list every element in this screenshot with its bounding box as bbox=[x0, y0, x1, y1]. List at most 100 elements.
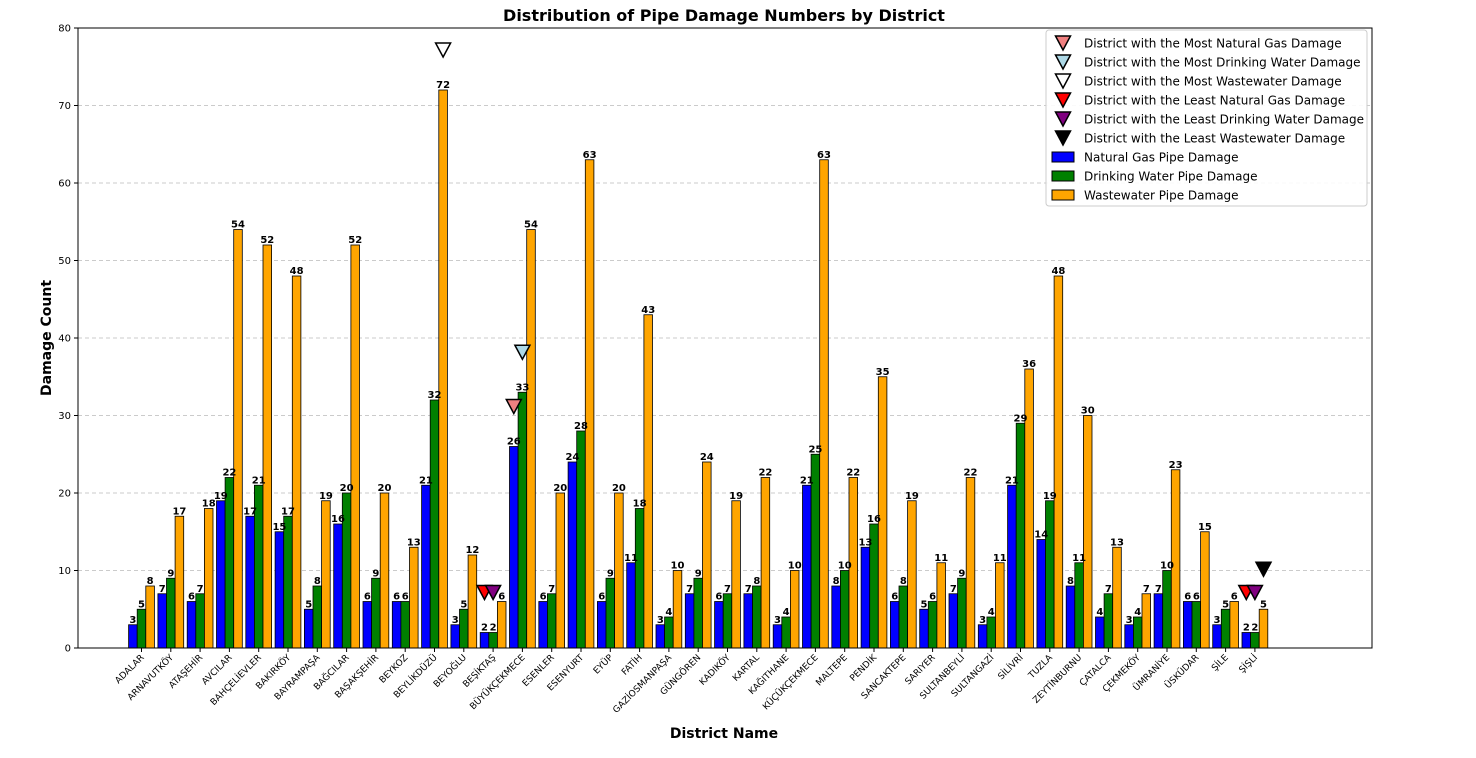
bar bbox=[216, 500, 226, 649]
bar bbox=[517, 391, 528, 649]
data-label: 52 bbox=[260, 235, 274, 246]
bar bbox=[567, 461, 578, 649]
bar bbox=[702, 461, 712, 649]
data-label: 11 bbox=[1072, 553, 1086, 564]
data-label: 9 bbox=[958, 568, 965, 579]
legend: District with the Most Natural Gas Damag… bbox=[1045, 29, 1368, 207]
data-label: 6 bbox=[891, 592, 898, 603]
data-label: 22 bbox=[846, 468, 860, 479]
data-label: 21 bbox=[252, 475, 266, 486]
data-label: 33 bbox=[515, 382, 529, 393]
bar bbox=[927, 601, 938, 649]
bar bbox=[714, 601, 724, 649]
bar bbox=[555, 492, 566, 649]
x-axis-ticks: ADALARARNAVUTKÖYATAŞEHİRAVCILARBAHÇELİEV… bbox=[114, 648, 1260, 716]
data-label: 8 bbox=[900, 576, 907, 587]
legend-entry: Wastewater Pipe Damage bbox=[1084, 189, 1239, 203]
marker-triangle bbox=[484, 584, 502, 602]
data-label: 3 bbox=[452, 615, 459, 626]
legend-entry: District with the Least Natural Gas Dama… bbox=[1084, 94, 1345, 108]
data-label: 3 bbox=[1126, 615, 1133, 626]
legend-marker bbox=[1054, 54, 1072, 71]
bar bbox=[547, 593, 557, 649]
data-label: 63 bbox=[817, 150, 831, 161]
bar bbox=[224, 477, 235, 649]
data-label: 25 bbox=[808, 444, 822, 455]
y-tick-label: 10 bbox=[58, 566, 71, 577]
data-label: 7 bbox=[1105, 584, 1112, 595]
data-label: 16 bbox=[331, 514, 345, 525]
data-label: 23 bbox=[1169, 460, 1183, 471]
bar bbox=[743, 593, 753, 649]
bar bbox=[831, 585, 841, 649]
bar bbox=[1083, 415, 1093, 649]
bar bbox=[643, 314, 653, 649]
data-label: 6 bbox=[540, 592, 547, 603]
plot-frame bbox=[77, 27, 1373, 649]
legend-entry: District with the Least Wastewater Damag… bbox=[1084, 132, 1345, 146]
bar bbox=[1124, 624, 1134, 649]
bar bbox=[986, 616, 996, 649]
bar bbox=[860, 546, 871, 649]
bar bbox=[1183, 601, 1193, 649]
data-label: 20 bbox=[553, 483, 567, 494]
legend-entry: District with the Most Natural Gas Damag… bbox=[1084, 37, 1342, 51]
bar bbox=[203, 508, 214, 649]
data-label: 5 bbox=[1222, 599, 1229, 610]
data-label: 6 bbox=[498, 592, 505, 603]
legend-marker bbox=[1054, 73, 1072, 90]
marker-triangle bbox=[513, 344, 532, 361]
data-label: 6 bbox=[1184, 592, 1191, 603]
bar bbox=[509, 446, 519, 649]
x-tick-label: KÜÇÜKÇEKMECE bbox=[761, 652, 821, 712]
data-label: 48 bbox=[1051, 266, 1065, 277]
data-label: 54 bbox=[524, 220, 538, 231]
bar bbox=[245, 515, 255, 649]
data-label: 4 bbox=[1096, 607, 1103, 618]
bar bbox=[965, 477, 976, 649]
data-label: 5 bbox=[138, 599, 145, 610]
bar bbox=[977, 624, 988, 649]
data-label: 6 bbox=[715, 592, 722, 603]
bar bbox=[362, 601, 373, 649]
bar bbox=[1095, 616, 1105, 649]
bar bbox=[1007, 484, 1017, 649]
bar bbox=[128, 624, 138, 649]
data-label: 32 bbox=[428, 390, 442, 401]
data-label: 7 bbox=[950, 584, 957, 595]
data-label: 17 bbox=[281, 506, 295, 517]
bar bbox=[1036, 539, 1046, 649]
bar bbox=[488, 632, 498, 649]
bar bbox=[1241, 632, 1252, 649]
bar bbox=[898, 585, 909, 649]
bar bbox=[421, 484, 431, 649]
data-label: 8 bbox=[833, 576, 840, 587]
data-label: 20 bbox=[612, 483, 626, 494]
bar bbox=[321, 500, 331, 649]
data-label: 7 bbox=[197, 584, 204, 595]
data-label: 10 bbox=[788, 561, 802, 572]
bar bbox=[576, 430, 586, 649]
data-label: 2 bbox=[481, 623, 488, 634]
marker-triangle bbox=[1246, 584, 1264, 602]
data-label: 4 bbox=[783, 607, 790, 618]
data-label: 24 bbox=[700, 452, 714, 463]
data-label: 18 bbox=[202, 499, 216, 510]
data-label: 13 bbox=[858, 537, 872, 548]
marker-triangle bbox=[1254, 561, 1273, 578]
bar bbox=[655, 624, 666, 649]
bar bbox=[890, 601, 900, 649]
data-label: 5 bbox=[1260, 599, 1267, 610]
bar bbox=[233, 229, 243, 649]
data-label: 6 bbox=[364, 592, 371, 603]
bar bbox=[605, 577, 616, 649]
extreme-markers bbox=[434, 42, 1273, 602]
bar bbox=[459, 608, 469, 649]
data-label: 10 bbox=[838, 561, 852, 572]
bar bbox=[1045, 500, 1055, 649]
x-tick-label: TUZLA bbox=[1026, 652, 1055, 681]
data-label: 54 bbox=[231, 220, 245, 231]
data-label: 7 bbox=[1155, 584, 1162, 595]
bar bbox=[1212, 624, 1222, 649]
data-label: 6 bbox=[1231, 592, 1238, 603]
